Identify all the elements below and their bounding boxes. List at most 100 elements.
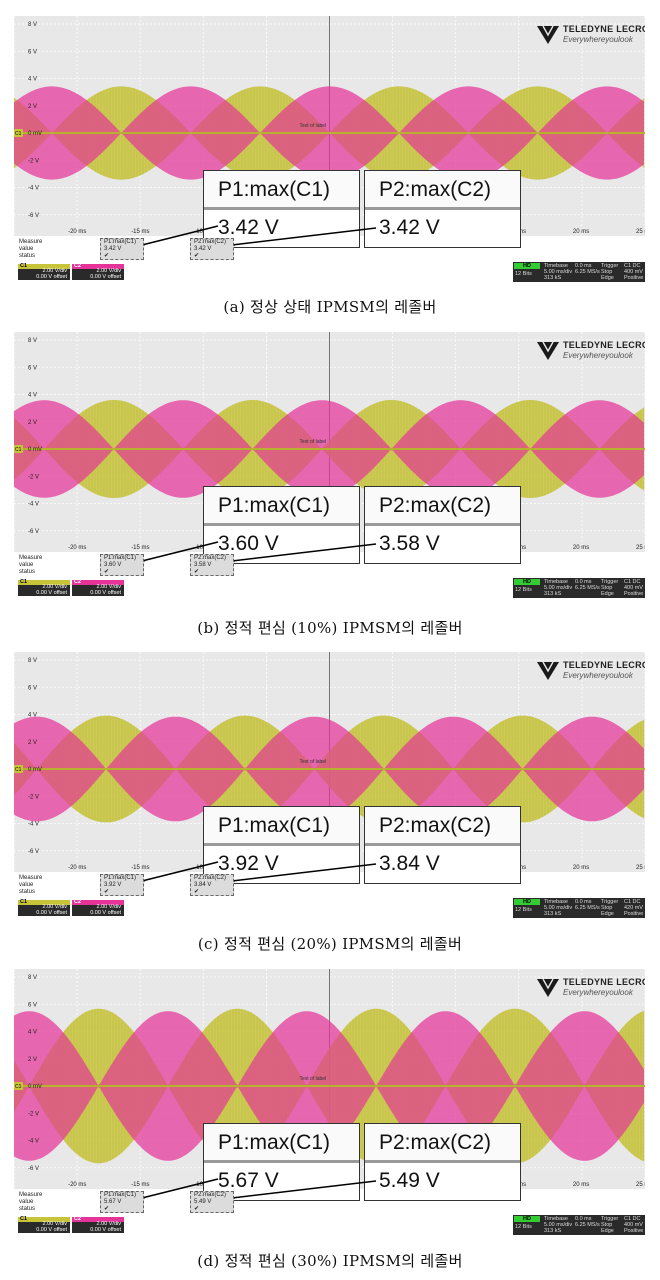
timebase-trigger[interactable]: HD 12 Bits Timebase 5.00 ms/div 313 kS 0.0 ms…	[513, 1215, 645, 1235]
x-tick-label: 20 ms	[573, 545, 589, 551]
p1-measure-status: ✔	[104, 1206, 110, 1212]
waveform-plot: 8 V 6 V 4 V 2 V 0 mV -2 V -4 V -6 V -20 ms -15 ms…	[14, 332, 645, 552]
channel-marker	[14, 1082, 23, 1090]
ch2-descriptor[interactable]: C2 2.00 V/div 0.00 V offset	[72, 579, 124, 596]
ch2-scale: 2.00 V/div	[96, 268, 121, 274]
trigger-text: Positive	[624, 275, 644, 281]
text-of-label: Text of label	[300, 1076, 327, 1082]
x-tick-label: -15 ms	[131, 229, 149, 235]
y-tick-label: -2 V	[28, 794, 39, 800]
p1-measure-box[interactable]: P1:max(C1) 3.92 V ✔	[100, 874, 144, 896]
ch2-tab: C2	[72, 899, 124, 905]
trigger-col: Trigger Stop Edge	[601, 1216, 618, 1234]
bits-label: 12 Bits	[515, 587, 532, 593]
text-of-label: Text of label	[300, 439, 327, 445]
p2-callout: P2:max(C2) 3.58 V	[364, 486, 521, 564]
timebase-col: Timebase 5.00 ms/div 313 kS	[544, 263, 572, 281]
timebase-text: 6.25 MS/s	[575, 269, 600, 275]
brand-tagline: Everywhereyoulook	[563, 988, 633, 997]
brand-logo: TELEDYNE LECROYEverywhereyoulook	[537, 338, 645, 366]
channel-marker	[14, 765, 23, 773]
trigger-text: Positive	[624, 1228, 644, 1234]
ch1-offset: 0.00 V offset	[36, 1226, 67, 1233]
ch2-offset: 0.00 V offset	[90, 1226, 121, 1233]
timebase-trigger[interactable]: HD 12 Bits Timebase 5.00 ms/div 313 kS 0.0 ms…	[513, 262, 645, 282]
measure-bar: Measure value status P1:max(C1) 3.42 V ✔ P2:ma…	[14, 236, 645, 282]
timebase-text: 6.25 MS/s	[575, 585, 600, 591]
p1-measure-box[interactable]: P1:max(C1) 3.42 V ✔	[100, 238, 144, 260]
p2-measure-name: P2:max(C2)	[194, 239, 227, 245]
timebase-trigger[interactable]: HD 12 Bits Timebase 5.00 ms/div 313 kS 0.0 ms…	[513, 578, 645, 598]
ch1-tab: C1	[18, 899, 70, 905]
p1-measure-box[interactable]: P1:max(C1) 5.67 V ✔	[100, 1191, 144, 1213]
ch1-scale: 2.00 V/div	[42, 584, 67, 590]
scope-screen: 8 V 6 V 4 V 2 V 0 mV -2 V -4 V -6 V -20 ms -15 ms…	[14, 652, 645, 872]
timebase-col: Timebase 5.00 ms/div 313 kS	[544, 899, 572, 917]
brand-tagline: Everywhereyoulook	[563, 35, 633, 44]
y-tick-label: -2 V	[28, 158, 39, 164]
trigger-text: Stop	[601, 1222, 613, 1228]
timebase-text: 313 kS	[544, 911, 562, 917]
ch2-descriptor[interactable]: C2 2.00 V/div 0.00 V offset	[72, 1216, 124, 1233]
p2-measure-box[interactable]: P2:max(C2) 5.49 V ✔	[190, 1191, 234, 1213]
trigger-col2: C1 DC 400 mV Positive	[624, 1216, 643, 1234]
x-tick-label: -20 ms	[68, 865, 86, 871]
measure-label: Measure	[19, 555, 43, 561]
y-tick-label: 0 mV	[28, 447, 42, 453]
ch1-descriptor[interactable]: C1 2.00 V/div 0.00 V offset	[18, 1216, 70, 1233]
x-tick-label: 25 ms	[636, 545, 645, 551]
brand-name: TELEDYNE LECROY	[563, 24, 645, 34]
y-tick-label: 2 V	[28, 104, 37, 110]
p1-measure-status: ✔	[104, 569, 110, 575]
trigger-text: 400 mV	[624, 585, 643, 591]
p2-value: 3.42 V	[379, 216, 440, 239]
ch2-descriptor[interactable]: C2 2.00 V/div 0.00 V offset	[72, 263, 124, 280]
ch1-offset: 0.00 V offset	[36, 589, 67, 596]
ch1-descriptor[interactable]: C1 2.00 V/div 0.00 V offset	[18, 899, 70, 916]
ch2-descriptor[interactable]: C2 2.00 V/div 0.00 V offset	[72, 899, 124, 916]
x-tick-label: -20 ms	[68, 545, 86, 551]
timebase-text: 0.0 ms	[575, 263, 592, 269]
lecroy-mark-icon	[537, 341, 559, 360]
ch1-offset: 0.00 V offset	[36, 273, 67, 280]
p1-measure-name: P1:max(C1)	[104, 239, 137, 245]
timebase-text: 313 kS	[544, 591, 562, 597]
p2-measure-box[interactable]: P2:max(C2) 3.42 V ✔	[190, 238, 234, 260]
p2-value: 5.49 V	[379, 1169, 440, 1192]
x-tick-label: -20 ms	[68, 1182, 86, 1188]
p2-measure-box[interactable]: P2:max(C2) 3.84 V ✔	[190, 874, 234, 896]
timebase-trigger[interactable]: HD 12 Bits Timebase 5.00 ms/div 313 kS 0.0 ms…	[513, 898, 645, 918]
ch1-descriptor[interactable]: C1 2.00 V/div 0.00 V offset	[18, 263, 70, 280]
p2-measure-name: P2:max(C2)	[194, 875, 227, 881]
p2-measure-box[interactable]: P2:max(C2) 3.58 V ✔	[190, 554, 234, 576]
trigger-text: C1 DC	[624, 579, 641, 585]
p2-value: 3.58 V	[379, 532, 440, 555]
ch1-scale: 2.00 V/div	[42, 904, 67, 910]
timebase-text: Timebase	[544, 899, 568, 905]
p1-measure-box[interactable]: P1:max(C1) 3.60 V ✔	[100, 554, 144, 576]
p2-measure-name: P2:max(C2)	[194, 1192, 227, 1198]
ch1-descriptor[interactable]: C1 2.00 V/div 0.00 V offset	[18, 579, 70, 596]
trigger-text: Trigger	[601, 579, 619, 585]
measure-label: Measure	[19, 239, 43, 245]
timebase-text: 0.0 ms	[575, 899, 592, 905]
measure-label: status	[19, 253, 36, 259]
measure-label: value	[19, 882, 34, 888]
hd-badge: HD	[514, 1216, 540, 1222]
p2-measure-status: ✔	[194, 253, 200, 259]
trigger-text: Edge	[601, 591, 614, 597]
x-tick-label: 20 ms	[573, 1182, 589, 1188]
text-of-label: Text of label	[300, 759, 327, 765]
p1-label: P1:max(C1)	[204, 807, 359, 846]
p2-measure-value: 5.49 V	[194, 1199, 212, 1205]
trigger-col2: C1 DC 400 mV Positive	[624, 263, 643, 281]
x-tick-label: 25 ms	[636, 229, 645, 235]
p1-label: P1:max(C1)	[204, 171, 359, 210]
channel-marker-label: C1	[15, 447, 22, 453]
x-tick-label: -20 ms	[68, 229, 86, 235]
trigger-text: C1 DC	[624, 1216, 641, 1222]
trigger-text: Positive	[624, 911, 644, 917]
y-tick-label: 4 V	[28, 77, 37, 83]
y-tick-label: 8 V	[28, 338, 37, 344]
y-tick-label: 6 V	[28, 685, 37, 691]
